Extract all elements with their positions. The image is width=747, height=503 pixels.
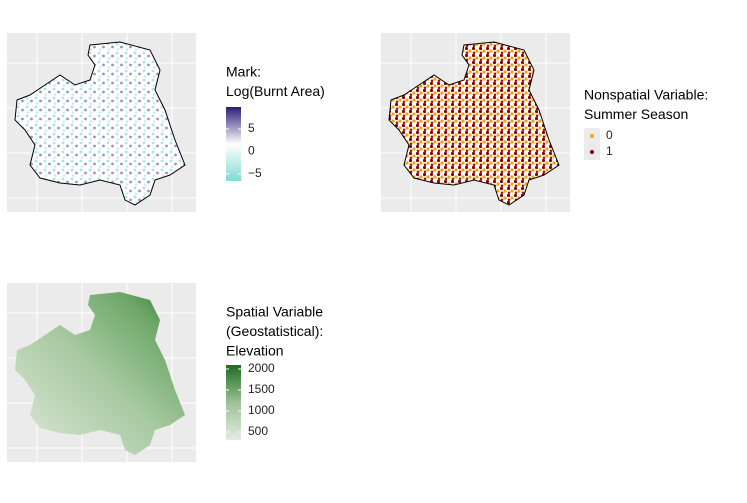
tick-label: 2000 [248,361,275,375]
legend-title: Elevation [226,343,284,359]
tick-label: 500 [248,424,268,438]
legend-title: Summer Season [584,106,688,122]
legend-title: Mark: [226,64,261,80]
tick-label: 1000 [248,403,275,417]
tick-label: 1500 [248,382,275,396]
legend-label: 1 [606,144,613,158]
colorbar [226,365,241,440]
map-panel [380,32,571,213]
legend-title: Spatial Variable [226,304,323,320]
colorbar [226,107,241,181]
legend-label: 0 [606,128,613,142]
legend-title: Log(Burnt Area) [226,83,325,99]
map-panel [6,282,197,463]
legend-key [590,150,594,154]
legend-title: Nonspatial Variable: [584,87,708,103]
tick-label: 5 [248,121,255,135]
tick-label: −5 [248,166,262,180]
legend-key [590,134,594,138]
map-panel [6,32,197,213]
legend-title: (Geostatistical): [226,323,323,339]
tick-label: 0 [248,144,255,158]
